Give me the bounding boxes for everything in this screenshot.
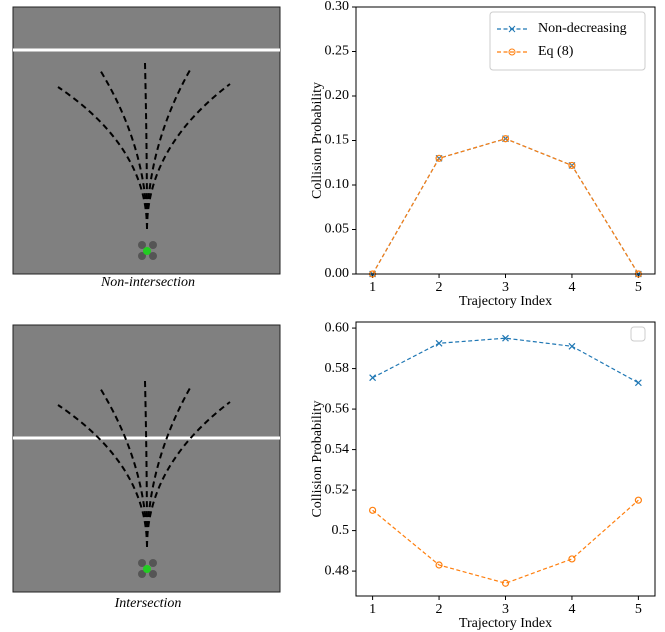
y-tick-label: 0.25 xyxy=(325,44,350,59)
legend-marker xyxy=(508,48,516,56)
series-line xyxy=(372,138,639,275)
y-tick-label: 0.15 xyxy=(325,133,350,148)
series-line xyxy=(372,138,639,275)
plot-frame xyxy=(355,6,656,275)
y-tick-label: 0.60 xyxy=(325,320,350,335)
point xyxy=(435,154,443,162)
y-tick-label: 0.54 xyxy=(325,442,350,457)
x-axis-label: Trajectory Index xyxy=(459,294,552,309)
caption: Intersection xyxy=(114,596,182,611)
series-line xyxy=(372,499,639,584)
x-tick-label: 1 xyxy=(369,602,376,617)
trajectory xyxy=(57,404,148,548)
x-tick-label: 4 xyxy=(568,280,575,295)
caption: Non-intersection xyxy=(100,275,195,290)
plot-frame xyxy=(355,321,656,597)
legend xyxy=(630,326,646,342)
wheel xyxy=(138,570,146,578)
legend-marker xyxy=(508,25,516,33)
point xyxy=(501,579,510,587)
point xyxy=(435,561,443,569)
y-tick-label: 0.58 xyxy=(325,361,350,376)
vehicle xyxy=(143,247,151,255)
scene xyxy=(12,6,281,275)
trajectory xyxy=(146,83,231,230)
point xyxy=(369,506,377,514)
trajectory xyxy=(146,69,191,230)
trajectory xyxy=(99,387,148,548)
x-axis-label: Trajectory Index xyxy=(459,616,552,631)
y-tick-label: 0.30 xyxy=(325,0,350,14)
series-line xyxy=(372,337,639,384)
point xyxy=(435,339,443,347)
point xyxy=(568,342,576,350)
y-tick-label: 0.48 xyxy=(325,563,350,578)
trajectory xyxy=(57,86,148,230)
wheel xyxy=(149,241,157,249)
x-tick-label: 4 xyxy=(568,602,575,617)
trajectory xyxy=(144,380,148,548)
legend xyxy=(489,11,646,71)
trajectory xyxy=(144,62,148,230)
wheel xyxy=(149,559,157,567)
x-tick-label: 1 xyxy=(369,280,376,295)
trajectory xyxy=(99,69,148,230)
trajectory xyxy=(146,387,191,548)
point xyxy=(568,555,576,563)
wheel xyxy=(138,252,146,260)
point xyxy=(634,379,642,387)
point xyxy=(634,496,642,504)
scene xyxy=(12,324,281,593)
point xyxy=(501,135,510,143)
wheel xyxy=(138,559,146,567)
y-axis-label: Collision Probability xyxy=(310,400,325,517)
y-tick-label: 0.10 xyxy=(325,177,350,192)
legend-label: Eq (8) xyxy=(538,44,574,59)
y-tick-label: 0.56 xyxy=(325,401,350,416)
y-tick-label: 0.00 xyxy=(325,266,350,281)
point xyxy=(502,334,509,342)
point xyxy=(369,374,377,382)
x-tick-label: 2 xyxy=(436,280,443,295)
x-tick-label: 3 xyxy=(502,280,509,295)
y-tick-label: 0.05 xyxy=(325,222,350,237)
y-tick-label: 0.5 xyxy=(332,523,350,538)
x-tick-label: 5 xyxy=(635,602,642,617)
x-tick-label: 2 xyxy=(436,602,443,617)
trajectory xyxy=(146,401,231,548)
x-tick-label: 5 xyxy=(635,280,642,295)
wheel xyxy=(149,570,157,578)
wheel xyxy=(149,252,157,260)
legend-label: Non-decreasing xyxy=(538,21,627,36)
point xyxy=(568,161,576,170)
wheel xyxy=(138,241,146,249)
y-tick-label: 0.52 xyxy=(325,482,350,497)
x-tick-label: 3 xyxy=(502,602,509,617)
y-tick-label: 0.20 xyxy=(325,88,350,103)
y-axis-label: Collision Probability xyxy=(310,82,325,199)
vehicle xyxy=(143,565,151,573)
